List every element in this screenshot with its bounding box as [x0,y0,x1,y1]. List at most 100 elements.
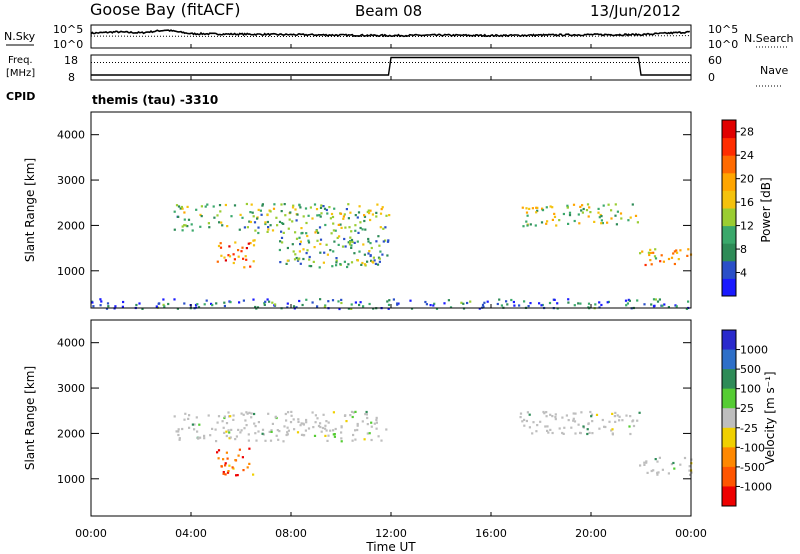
heat-cell [181,427,184,431]
heat-cell [632,419,635,422]
heat-cell [344,245,347,248]
heat-cell [247,242,250,245]
heat-cell [319,425,322,429]
heat-cell [99,304,102,307]
heat-cell [299,240,302,243]
colorbar-swatch [722,120,736,139]
heat-cell [646,471,649,474]
heat-cell [225,451,228,454]
heat-cell [369,242,372,245]
heat-cell [315,208,319,211]
heat-cell [291,206,295,209]
heat-cell [610,217,613,220]
heat-cell [278,430,281,433]
heat-cell [500,304,503,307]
heat-cell [222,458,225,461]
colorbar-swatch [722,369,736,390]
heat-cell [361,228,364,231]
heat-cell [567,419,570,422]
heat-cell [308,258,311,261]
heat-cell [194,303,198,307]
heat-cell [639,464,642,467]
heat-cell [253,221,257,224]
heat-cell [547,431,550,434]
heat-cell [217,244,221,248]
heat-cell [354,438,357,441]
heat-cell [538,302,541,305]
heat-cell [339,263,342,266]
heat-cell [528,207,531,210]
heat-cell [296,431,300,434]
heat-cell [498,298,501,301]
heat-cell [540,304,543,307]
heat-cell [360,263,363,266]
heat-cell [656,460,659,463]
heat-cell [525,207,528,210]
heat-cell [232,467,235,470]
heat-cell [301,303,304,307]
heat-cell [324,424,327,427]
heat-cell [600,222,603,225]
colorbar-tick-label: 4 [740,267,747,280]
colorbar-swatch [722,408,736,429]
heat-cell [249,265,252,268]
heat-cell [224,462,227,465]
heat-cell [347,217,350,220]
heat-cell [340,426,343,429]
heat-cell [590,415,593,418]
heat-cell [545,206,548,209]
heat-cell [396,303,399,306]
heat-cell [203,303,206,306]
heat-cell [311,411,314,414]
heat-cell [614,411,617,414]
heat-cell [385,214,388,217]
colorbar-swatch [722,427,736,448]
heat-cell [245,202,248,206]
colorbar-swatch [722,330,736,351]
heat-cell [342,217,345,220]
heat-cell [173,228,176,231]
heat-cell [302,215,305,218]
heat-cell [354,229,357,232]
heat-cell [291,220,294,223]
heat-cell [577,302,580,305]
heat-cell [549,428,552,431]
heat-cell [567,298,570,301]
heat-cell [352,411,355,414]
heat-cell [632,424,636,428]
heat-cell [676,251,679,254]
heat-cell [178,437,181,440]
heat-cell [347,241,350,244]
heat-cell [302,433,305,437]
colorbar-swatch [722,208,736,227]
heat-cell [259,209,262,212]
heat-cell [496,302,499,306]
heat-cell [379,226,382,229]
heat-cell [299,262,302,265]
noise-axis-top-right: 10^5 [708,23,738,36]
heat-cell [240,412,243,415]
heat-cell [254,305,257,309]
heat-cell [244,255,247,258]
colorbar-swatch [722,260,736,279]
heat-cell [305,232,308,235]
heat-cell [585,209,589,212]
heat-cell [354,301,357,304]
heat-cell [177,430,180,433]
heat-cell [253,239,256,242]
heat-cell [595,413,599,416]
y-tick-label: 3000 [57,174,85,187]
heat-cell [191,229,194,232]
velocity-y-label: Slant Range [km] [23,366,37,470]
heat-cell [350,303,353,306]
heat-cell [661,468,664,471]
heat-cell [535,430,538,433]
colorbar-tick-label: 28 [740,126,754,139]
heat-cell [270,429,273,432]
heat-cell [363,253,366,256]
heat-cell [334,427,337,431]
y-tick-label: 3000 [57,382,85,395]
colorbar-tick-label: 100 [740,383,761,396]
heat-cell [587,215,590,218]
colorbar-swatch [722,486,736,507]
